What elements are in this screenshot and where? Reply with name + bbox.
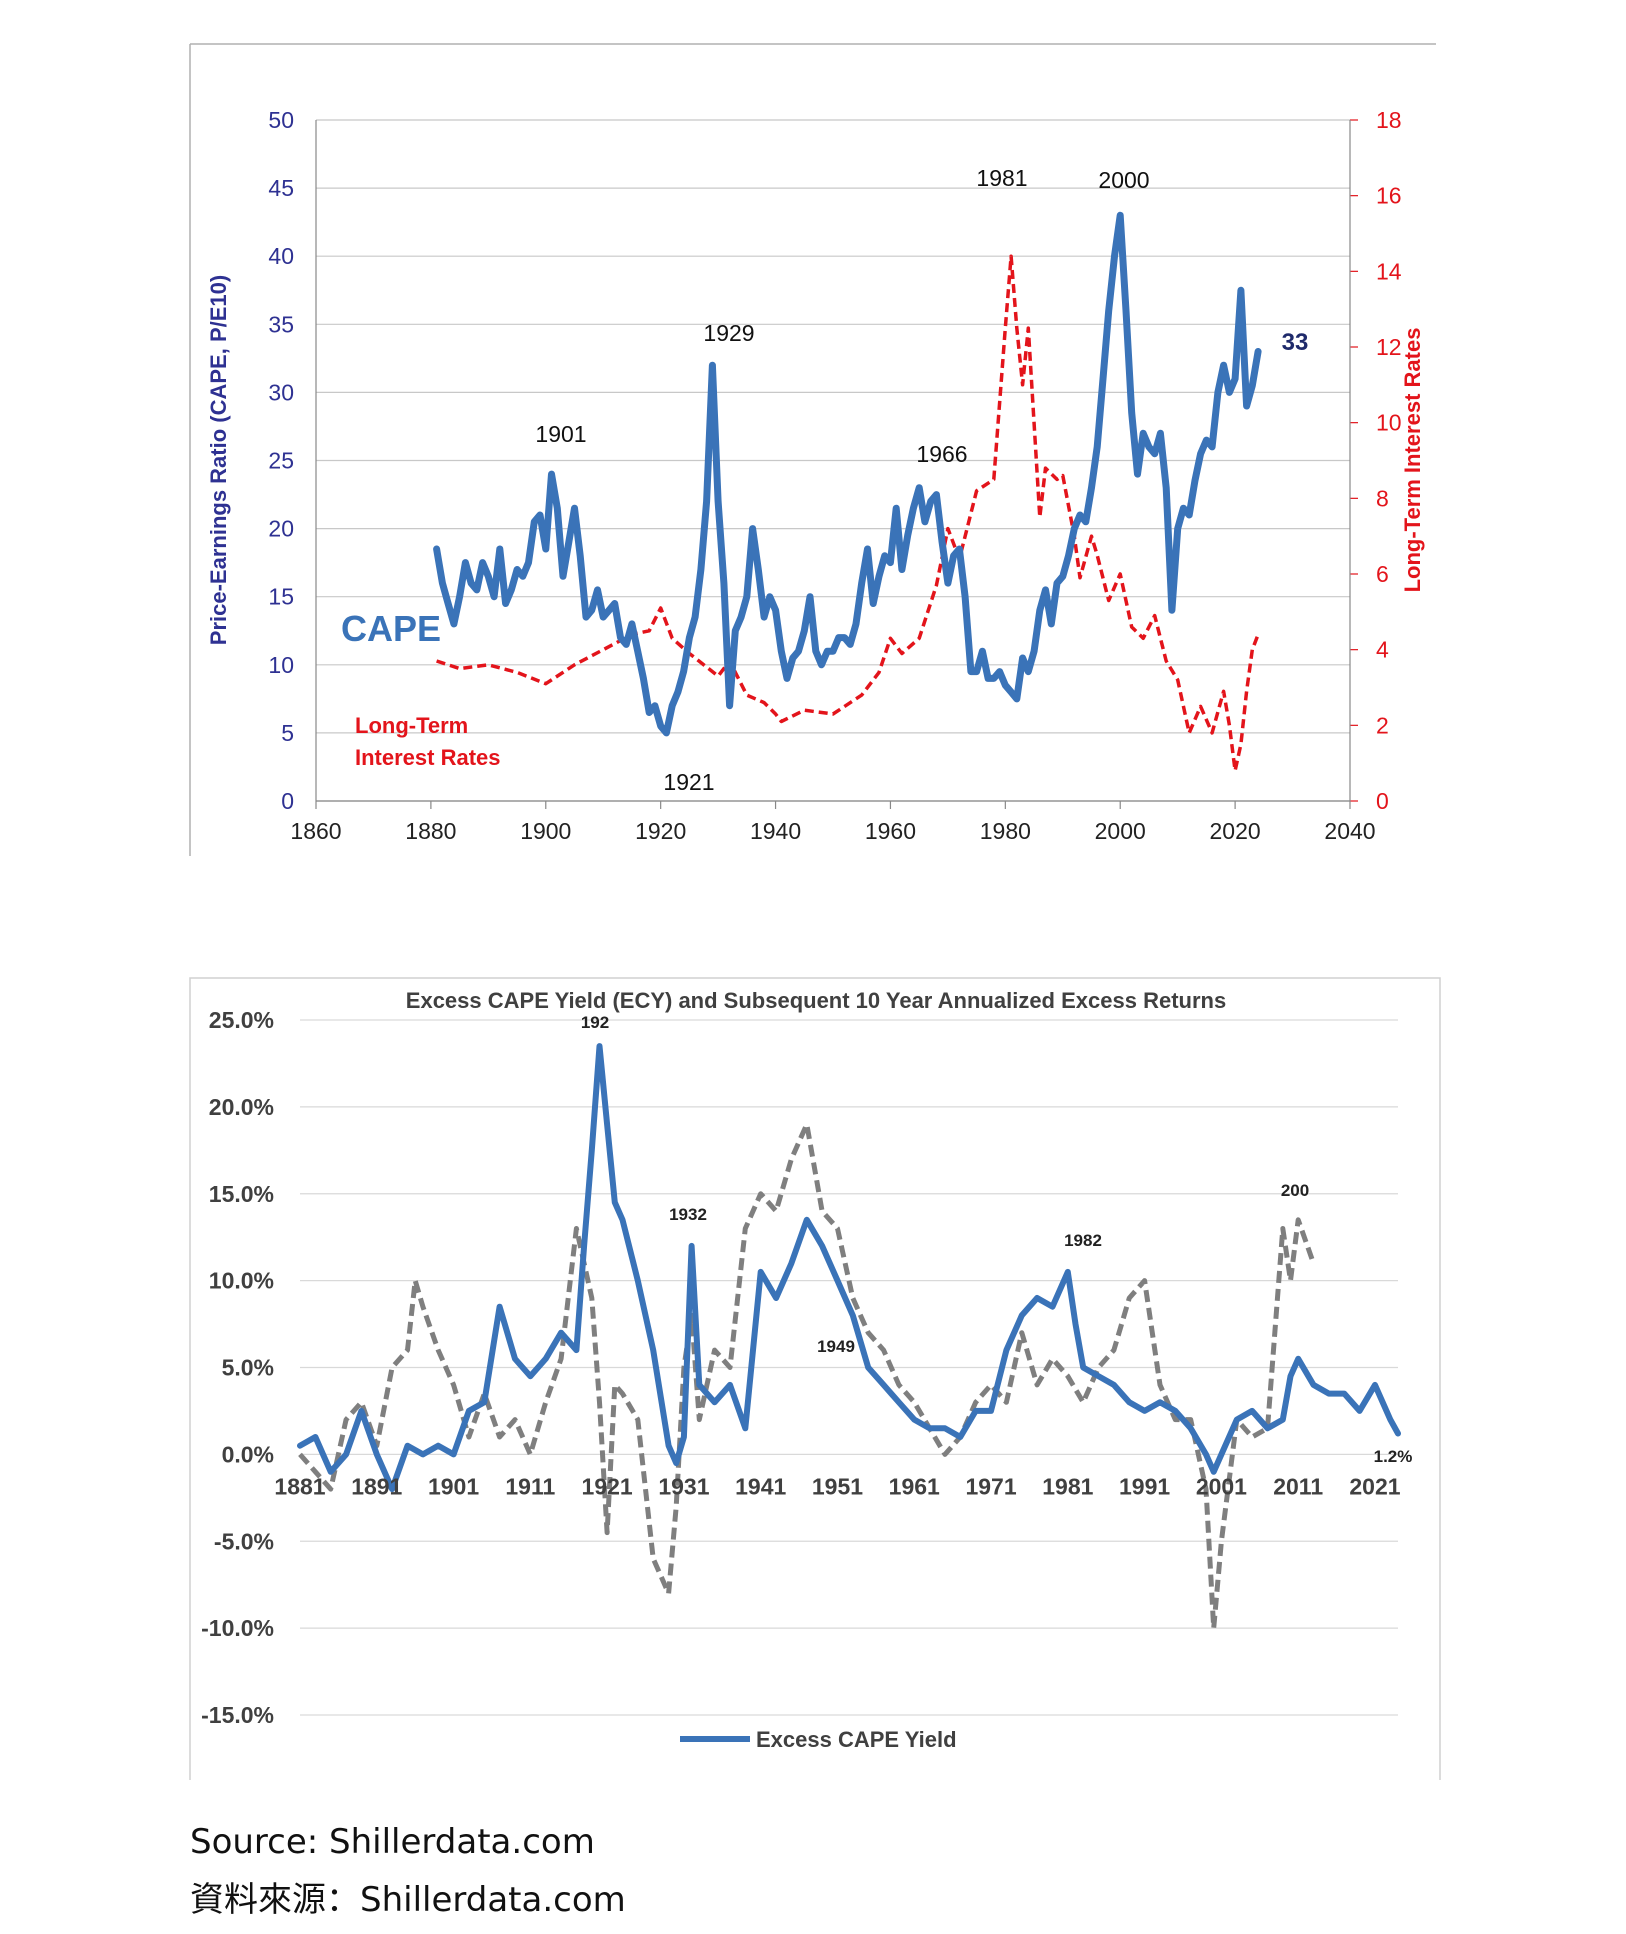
- x-tick-label: 2020: [1210, 818, 1261, 844]
- x-tick-label: 1991: [1119, 1473, 1170, 1499]
- ecy-chart: Excess CAPE Yield (ECY) and Subsequent 1…: [189, 977, 1441, 1780]
- y2-tick-label: 2: [1376, 712, 1389, 738]
- series-label-rates: Interest Rates: [355, 745, 501, 770]
- data-label: 2000: [1098, 167, 1149, 193]
- data-label: 1921: [663, 769, 714, 795]
- y2-tick-label: 14: [1376, 258, 1402, 284]
- x-tick-label: 1901: [428, 1473, 479, 1499]
- x-tick-label: 1900: [520, 818, 571, 844]
- y2-tick-label: 0: [1376, 788, 1389, 814]
- y-axis-title: Price-Earnings Ratio (CAPE, P/E10): [206, 275, 231, 645]
- series-label-rates: Long-Term: [355, 713, 468, 738]
- y-tick-label: 25: [268, 448, 294, 474]
- y2-tick-label: 4: [1376, 637, 1389, 663]
- data-label: 1929: [703, 320, 754, 346]
- y-tick-label: -10.0%: [201, 1615, 274, 1641]
- x-tick-label: 1980: [980, 818, 1031, 844]
- series-line-cape: [433, 211, 1262, 737]
- y-tick-label: 10.0%: [209, 1268, 274, 1294]
- data-label: 1932: [669, 1205, 707, 1224]
- y-tick-label: 5: [281, 720, 294, 746]
- y2-tick-label: 18: [1376, 107, 1402, 133]
- x-tick-label: 1960: [865, 818, 916, 844]
- x-tick-label: 2021: [1349, 1473, 1400, 1499]
- y-tick-label: 35: [268, 311, 294, 337]
- series-line-interest-rates: [436, 254, 1260, 773]
- y-tick-label: 20: [268, 516, 294, 542]
- x-tick-label: 1860: [290, 818, 341, 844]
- x-tick-label: 1920: [635, 818, 686, 844]
- x-tick-label: 2001: [1196, 1473, 1247, 1499]
- x-tick-label: 2040: [1324, 818, 1375, 844]
- x-tick-label: 1921: [582, 1473, 633, 1499]
- cape-chart: 0 5 10 15 20 25 30 35 40 45 50 0 2 4 6 8 10 12 14 16 18 1860 1…: [189, 43, 1436, 856]
- y2-tick-label: 6: [1376, 561, 1389, 587]
- y-tick-label: 20.0%: [209, 1094, 274, 1120]
- y-tick-label: 15: [268, 584, 294, 610]
- y2-axis-title: Long-Term Interest Rates: [1400, 328, 1425, 593]
- source-text: Source: Shillerdata.com: [190, 1822, 595, 1862]
- chart-title: Excess CAPE Yield (ECY) and Subsequent 1…: [406, 988, 1226, 1013]
- data-label: 1949: [817, 1337, 855, 1356]
- x-tick-label: 1951: [812, 1473, 863, 1499]
- x-tick-label: 1940: [750, 818, 801, 844]
- y-tick-label: 5.0%: [222, 1355, 274, 1381]
- x-tick-label: 1941: [735, 1473, 786, 1499]
- x-tick-label: 1881: [274, 1473, 325, 1499]
- data-label: 1982: [1064, 1231, 1102, 1250]
- data-label: 1.2%: [1374, 1447, 1413, 1466]
- y-tick-label: 25.0%: [209, 1007, 274, 1033]
- series-line-excess-returns: [298, 1121, 1316, 1631]
- y2-tick-label: 10: [1376, 410, 1402, 436]
- series-label-cape: CAPE: [341, 608, 441, 649]
- chart-frame: [189, 977, 1441, 1780]
- data-label: 1981: [976, 165, 1027, 191]
- data-label: 33: [1282, 329, 1309, 356]
- y-tick-label: 0: [281, 788, 294, 814]
- series-line-excess-cape-yield: [297, 1043, 1401, 1493]
- y-tick-label: 0.0%: [222, 1441, 274, 1467]
- legend-label: Excess CAPE Yield: [756, 1727, 957, 1752]
- x-tick-label: 1961: [889, 1473, 940, 1499]
- y-tick-label: -5.0%: [214, 1528, 274, 1554]
- x-tick-label: 1911: [505, 1473, 555, 1499]
- data-label: 1966: [916, 441, 967, 467]
- y-tick-label: 10: [268, 652, 294, 678]
- x-tick-label: 1931: [658, 1473, 709, 1499]
- data-label: 200: [1281, 1181, 1309, 1200]
- data-label: 192: [581, 1013, 609, 1032]
- x-tick-label: 2011: [1273, 1473, 1323, 1499]
- x-tick-label: 1880: [405, 818, 456, 844]
- source-text-chinese: 資料來源：Shillerdata.com: [190, 1880, 626, 1920]
- y-tick-label: 15.0%: [209, 1181, 274, 1207]
- x-tick-label: 2000: [1095, 818, 1146, 844]
- y-tick-label: 40: [268, 243, 294, 269]
- x-tick-label: 1971: [965, 1473, 1016, 1499]
- data-label: 1901: [535, 421, 586, 447]
- x-tick-label: 1891: [351, 1473, 402, 1499]
- y2-tick-label: 12: [1376, 334, 1402, 360]
- y-tick-label: 45: [268, 175, 294, 201]
- y2-tick-label: 16: [1376, 183, 1402, 209]
- y-tick-label: 30: [268, 379, 294, 405]
- y-tick-label: -15.0%: [201, 1702, 274, 1728]
- y2-tick-label: 8: [1376, 485, 1389, 511]
- y-tick-label: 50: [268, 107, 294, 133]
- x-tick-label: 1981: [1042, 1473, 1093, 1499]
